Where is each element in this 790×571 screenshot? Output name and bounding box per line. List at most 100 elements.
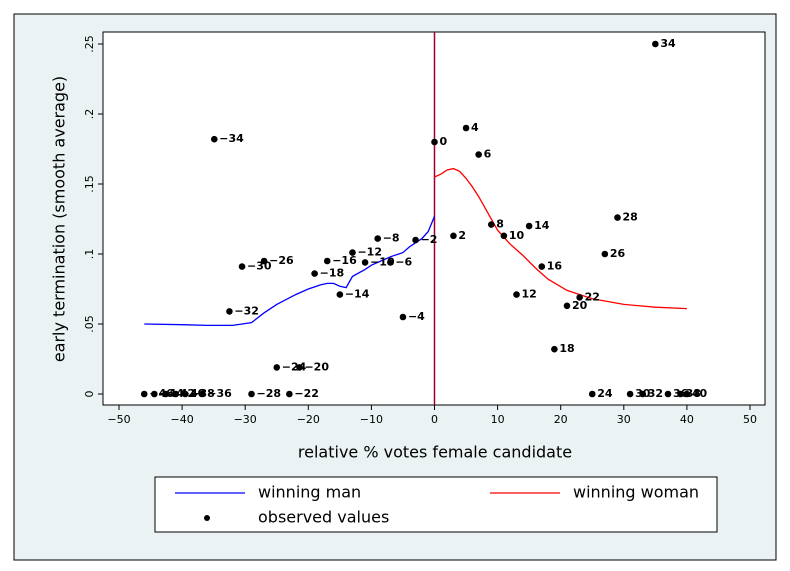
point	[296, 364, 303, 371]
point-label: −2	[421, 233, 438, 246]
x-tick-label: −30	[234, 413, 257, 426]
point	[412, 236, 419, 244]
point-label: 14	[534, 219, 550, 232]
point	[652, 40, 659, 48]
point	[500, 232, 508, 240]
point-label: 16	[547, 260, 563, 273]
x-tick-label: 20	[554, 413, 568, 426]
x-tick-label: 40	[680, 413, 694, 426]
point-label: −20	[304, 360, 329, 373]
point	[336, 291, 344, 298]
point-label: −32	[234, 304, 259, 317]
legend-marker	[204, 515, 210, 521]
y-tick-label: .1	[83, 249, 96, 260]
line	[144, 215, 436, 327]
x-tick-label: −50	[107, 413, 130, 426]
point-label: −24	[282, 360, 307, 373]
point-label: 6	[484, 148, 492, 161]
point	[311, 270, 318, 277]
point-label: −8	[383, 232, 400, 245]
point-label: 18	[559, 342, 574, 355]
point-label: −16	[332, 254, 357, 267]
x-axis-title: relative % votes female candidate	[298, 443, 572, 462]
point-label: 28	[622, 211, 637, 224]
point-label: −26	[269, 254, 294, 267]
y-tick-label: .05	[83, 315, 96, 333]
point	[286, 390, 293, 398]
point	[513, 291, 520, 298]
point	[172, 390, 180, 398]
point	[601, 250, 609, 258]
x-tick-label: −20	[297, 413, 320, 426]
point-label: −22	[294, 387, 319, 400]
point	[248, 390, 255, 398]
point-label: 34	[660, 37, 676, 50]
point	[450, 232, 457, 240]
point	[677, 390, 684, 398]
point	[525, 222, 533, 230]
y-tick-label: .25	[83, 35, 96, 53]
point-label: 24	[597, 387, 613, 400]
x-tick-label: 30	[617, 413, 631, 426]
point	[374, 235, 382, 242]
x-tick-label: 0	[431, 413, 438, 426]
point	[431, 138, 438, 146]
legend-label: observed values	[258, 508, 389, 527]
point-label: 12	[522, 288, 537, 301]
point-label: −6	[395, 255, 412, 268]
line	[434, 167, 687, 310]
point-label: 0	[440, 135, 448, 148]
legend-label: winning man	[258, 483, 361, 502]
x-tick-label: 10	[491, 413, 505, 426]
point	[260, 257, 268, 265]
point	[538, 263, 546, 270]
point	[361, 259, 369, 266]
y-tick-label: 0	[83, 391, 96, 398]
point	[551, 345, 558, 353]
point	[563, 302, 571, 310]
point-label: 38	[686, 387, 701, 400]
point-label: 26	[610, 247, 626, 260]
point	[399, 313, 407, 321]
legend-label: winning woman	[573, 483, 699, 502]
point-label: −4	[408, 310, 425, 323]
point	[683, 390, 691, 398]
point-label: 10	[509, 229, 525, 242]
point	[639, 390, 647, 398]
point-label: 22	[585, 290, 600, 303]
point	[151, 390, 158, 398]
point	[140, 390, 148, 398]
point-label: −28	[257, 387, 282, 400]
x-tick-label: −10	[360, 413, 383, 426]
point	[238, 263, 246, 270]
point	[664, 390, 672, 398]
point	[576, 294, 583, 301]
x-tick-label: −40	[170, 413, 193, 426]
point	[588, 390, 596, 398]
point	[349, 249, 356, 256]
point-label: −34	[219, 132, 244, 145]
point	[462, 124, 470, 132]
y-axis-title: early termination (smooth average)	[50, 76, 69, 362]
x-tick-label: 50	[743, 413, 757, 426]
point-label: −12	[357, 246, 382, 259]
point	[475, 151, 482, 158]
point	[210, 135, 218, 143]
point	[226, 308, 233, 315]
point	[198, 390, 206, 398]
point-label: 40	[692, 387, 708, 400]
point-label: 4	[471, 121, 479, 134]
point-label: 32	[648, 387, 663, 400]
point	[387, 259, 394, 266]
point-label: 20	[572, 299, 588, 312]
point-label: 2	[458, 229, 466, 242]
y-tick-label: .2	[83, 109, 96, 120]
point-label: −18	[320, 267, 345, 280]
point	[626, 390, 634, 398]
point-label: −36	[207, 387, 232, 400]
point	[323, 257, 331, 265]
point	[181, 390, 189, 398]
point-label: 8	[496, 218, 504, 231]
point-label: −14	[345, 288, 370, 301]
